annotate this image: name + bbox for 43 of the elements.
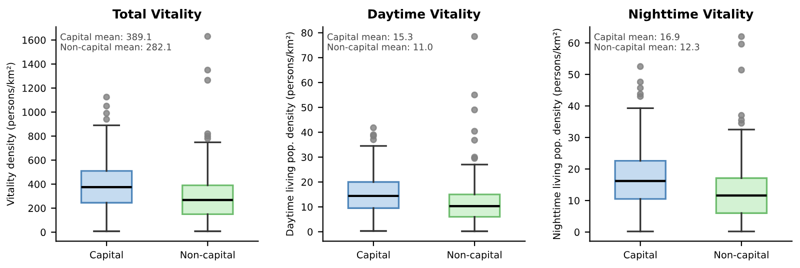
y-tick-label: 30 (568, 134, 580, 142)
y-axis-title: Vitality density (persons/km²) (6, 62, 16, 206)
y-tick-label: 1000 (22, 108, 46, 116)
y-tick-label: 40 (568, 102, 580, 110)
y-tick-label: 0 (574, 228, 580, 236)
y-tick-label: 1400 (22, 60, 46, 68)
chart-title: Total Vitality (112, 8, 202, 22)
annotation: Capital mean: 15.3 (327, 33, 412, 42)
y-tick-label: 600 (28, 156, 46, 164)
y-tick-label: 10 (568, 197, 580, 204)
y-axis-title: Daytime living pop. density (persons/km²) (286, 32, 296, 236)
y-tick-label: 0 (308, 228, 313, 236)
y-tick-label: 50 (568, 70, 580, 78)
chart-title: Nighttime Vitality (629, 8, 754, 22)
y-tick-label: 200 (28, 204, 46, 212)
y-tick-label: 60 (301, 78, 313, 86)
y-tick-label: 50 (302, 104, 313, 112)
y-tick-label: 20 (568, 165, 580, 173)
x-tick-label: Non-capital (448, 250, 502, 260)
y-tick-label: 0 (40, 228, 46, 236)
annotation: Non-capital mean: 282.1 (60, 43, 172, 52)
annotation: Capital mean: 16.9 (594, 33, 680, 42)
x-tick-label: Capital (356, 250, 390, 260)
y-tick-label: 10 (302, 203, 313, 211)
x-tick-label: Capital (624, 250, 656, 260)
y-tick-label: 40 (301, 128, 313, 136)
x-tick-label: Non-capital (714, 250, 768, 260)
y-tick-label: 1200 (22, 84, 46, 92)
annotation: Non-capital mean: 12.3 (594, 43, 700, 52)
y-tick-label: 70 (302, 54, 313, 62)
y-axis-title: Nighttime living pop. density (persons/km²) (552, 28, 562, 240)
y-tick-label: 20 (302, 178, 313, 186)
y-tick-label: 800 (28, 132, 46, 140)
y-tick-label: 80 (301, 29, 313, 37)
y-tick-label: 400 (28, 180, 46, 188)
y-tick-label: 1600 (22, 36, 46, 44)
y-tick-label: 30 (302, 154, 313, 161)
annotation: Non-capital mean: 11.0 (328, 43, 432, 52)
chart-title: Daytime Vitality (368, 8, 481, 22)
x-tick-label: Capital (90, 250, 123, 260)
annotation: Capital mean: 389.1 (60, 33, 152, 42)
y-tick-label: 60 (568, 39, 580, 47)
x-tick-label: Non-capital (180, 250, 235, 260)
